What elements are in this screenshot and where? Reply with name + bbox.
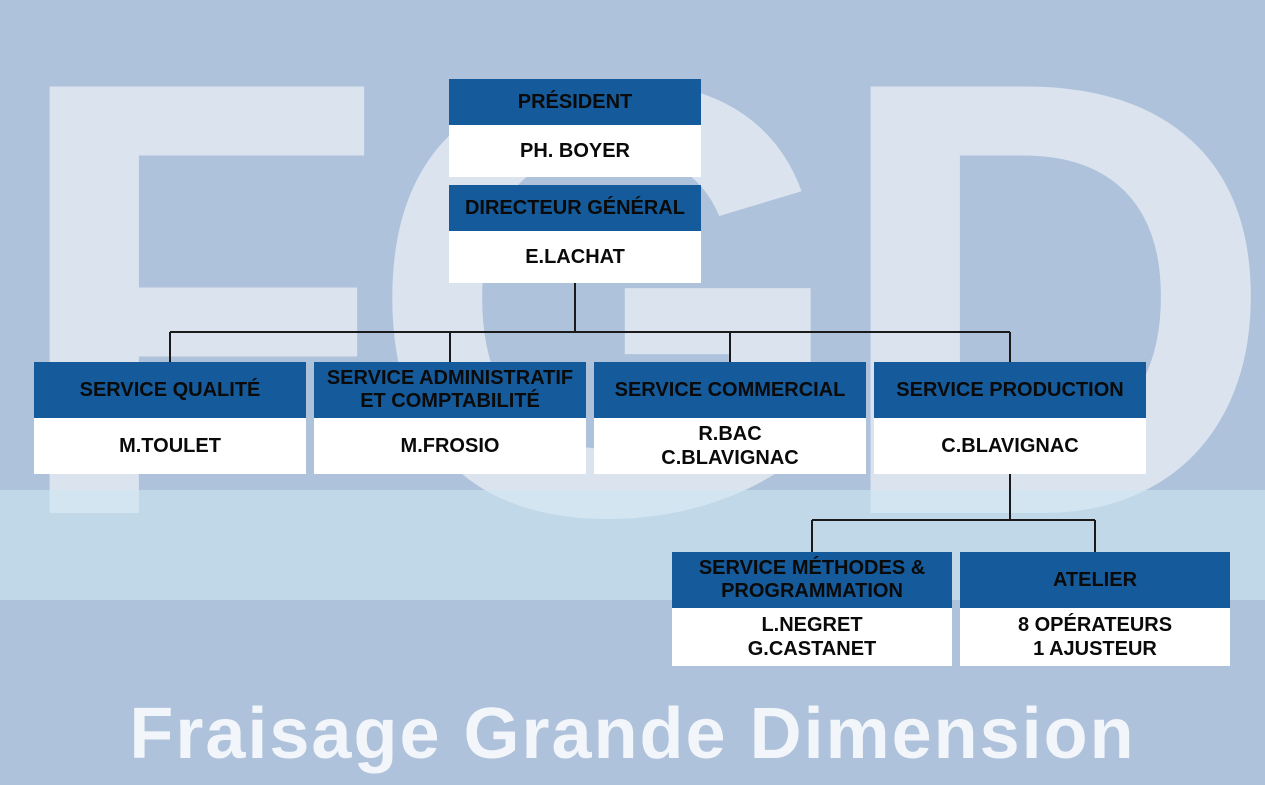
dg-name-line: E.LACHAT bbox=[525, 245, 625, 269]
qualite-name-line: M.TOULET bbox=[119, 434, 221, 458]
atelier-name-line: 8 OPÉRATEURS bbox=[1018, 613, 1172, 637]
admin-name-line: M.FROSIO bbox=[401, 434, 500, 458]
methodes-title: SERVICE MÉTHODES & PROGRAMMATION bbox=[672, 552, 952, 608]
commercial-name: R.BACC.BLAVIGNAC bbox=[594, 418, 866, 474]
bg-tagline: Fraisage Grande Dimension bbox=[0, 693, 1265, 775]
atelier-name-line: 1 AJUSTEUR bbox=[1033, 637, 1157, 661]
atelier-name: 8 OPÉRATEURS1 AJUSTEUR bbox=[960, 608, 1230, 666]
president-name: PH. BOYER bbox=[449, 125, 701, 177]
admin-title: SERVICE ADMINISTRATIF ET COMPTABILITÉ bbox=[314, 362, 586, 418]
dg-name: E.LACHAT bbox=[449, 231, 701, 283]
commercial-name-line: R.BAC bbox=[698, 422, 761, 446]
commercial-name-line: C.BLAVIGNAC bbox=[661, 446, 798, 470]
admin-name: M.FROSIO bbox=[314, 418, 586, 474]
president-title: PRÉSIDENT bbox=[449, 79, 701, 125]
methodes-name: L.NEGRETG.CASTANET bbox=[672, 608, 952, 666]
commercial-title: SERVICE COMMERCIAL bbox=[594, 362, 866, 418]
president-name-line: PH. BOYER bbox=[520, 139, 630, 163]
production-name-line: C.BLAVIGNAC bbox=[941, 434, 1078, 458]
qualite-name: M.TOULET bbox=[34, 418, 306, 474]
production-name: C.BLAVIGNAC bbox=[874, 418, 1146, 474]
production-title: SERVICE PRODUCTION bbox=[874, 362, 1146, 418]
methodes-name-line: L.NEGRET bbox=[761, 613, 862, 637]
atelier-title: ATELIER bbox=[960, 552, 1230, 608]
methodes-name-line: G.CASTANET bbox=[748, 637, 877, 661]
org-chart-stage: FGD Fraisage Grande Dimension PRÉSIDENTP… bbox=[0, 0, 1265, 785]
dg-title: DIRECTEUR GÉNÉRAL bbox=[449, 185, 701, 231]
qualite-title: SERVICE QUALITÉ bbox=[34, 362, 306, 418]
